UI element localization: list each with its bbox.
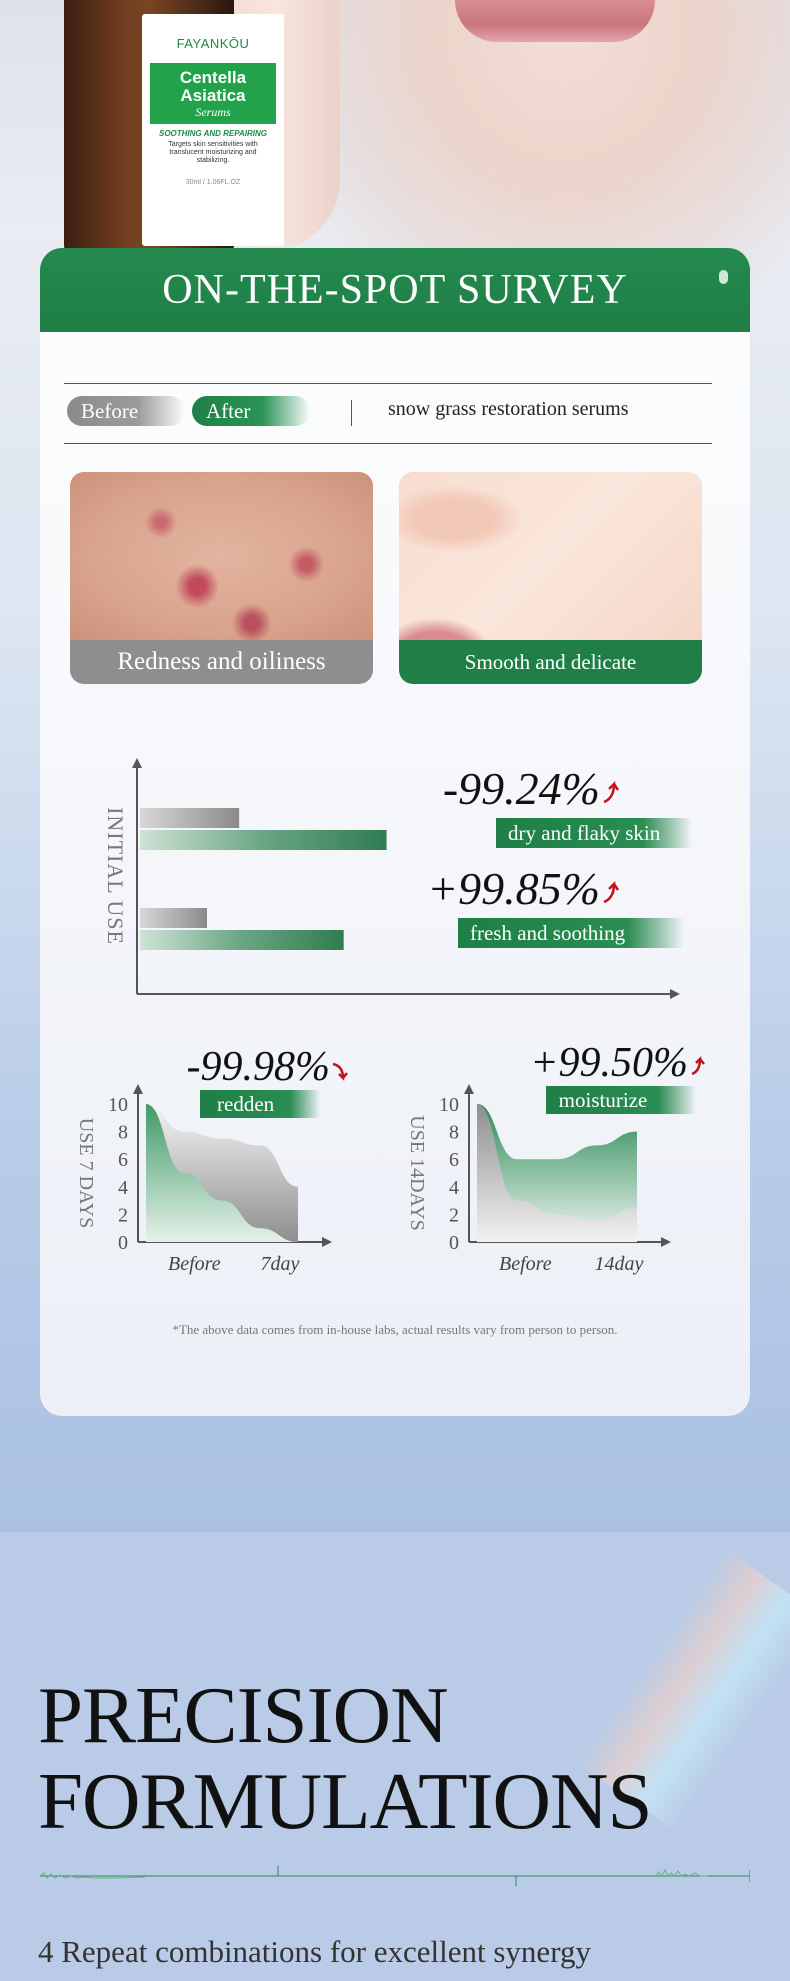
y-tick-label: 8: [118, 1122, 128, 1144]
title-line-1: PRECISION: [38, 1670, 449, 1760]
trend-arrow-icon: [332, 1062, 348, 1082]
initial-use-chart: INITIAL USE -99.24% dry and flaky skin +99.…: [103, 758, 692, 999]
ruler-wave: [655, 1868, 708, 1877]
ruler-wave: [40, 1872, 146, 1879]
divider-top: [64, 383, 712, 384]
y-axis-arrow-icon: [132, 758, 142, 768]
bar-before: [140, 908, 207, 928]
series-area-2: [146, 1104, 298, 1242]
y-axis-label: INITIAL USE: [103, 807, 128, 945]
disclaimer: *The above data comes from in-house labs…: [172, 1322, 618, 1337]
before-caption: Redness and oiliness: [70, 640, 373, 684]
bar-after: [140, 830, 387, 850]
model-lips: [455, 0, 655, 42]
decorative-ruler: [40, 1866, 750, 1886]
x-tick-label: 7day: [261, 1253, 300, 1275]
before-pill: Before: [67, 396, 185, 426]
y-axis-arrow-icon: [133, 1084, 143, 1094]
survey-title: ON-THE-SPOT SURVEY: [162, 267, 628, 313]
product-label: snow grass restoration serums: [388, 398, 629, 420]
stat-label: redden: [217, 1092, 275, 1116]
after-caption: Smooth and delicate: [399, 640, 702, 684]
stat-label: fresh and soothing: [470, 921, 626, 945]
x-axis-arrow-icon: [670, 989, 680, 999]
stat-label: moisturize: [559, 1088, 648, 1112]
y-tick-label: 4: [118, 1177, 128, 1199]
bar-before: [140, 808, 240, 828]
after-photo: Smooth and delicate: [399, 472, 702, 684]
label-separator: [351, 400, 352, 426]
stat-value: -99.98%: [187, 1044, 330, 1090]
product-volume: 30ml / 1.06FL.OZ: [185, 179, 241, 186]
y-axis-label: USE 7 DAYS: [75, 1118, 97, 1228]
after-pill: After: [192, 396, 310, 426]
y-tick-label: 8: [449, 1122, 459, 1144]
brand-name: FAYANKŌU: [176, 36, 250, 51]
y-axis-arrow-icon: [464, 1084, 474, 1094]
y-axis-label: USE 14DAYS: [406, 1115, 428, 1230]
x-axis-arrow-icon: [661, 1237, 671, 1247]
y-tick-label: 0: [118, 1232, 128, 1254]
y-tick-label: 10: [439, 1094, 459, 1116]
survey-card: ON-THE-SPOT SURVEY Before After snow gra…: [40, 248, 750, 1416]
before-photo: Redness and oiliness: [70, 472, 373, 684]
stat-tag: [458, 918, 684, 948]
before-skin-image: [70, 472, 373, 640]
y-tick-label: 6: [449, 1149, 459, 1171]
product-description: Targets skin sensitivities with transluc…: [168, 141, 258, 164]
header-dot-icon: [719, 270, 728, 284]
results-charts: INITIAL USE -99.24% dry and flaky skin +99.…: [75, 758, 705, 1275]
x-axis-arrow-icon: [322, 1237, 332, 1247]
x-tick-label: Before: [499, 1253, 552, 1275]
label-band: Centella Asiatica Serums: [150, 63, 276, 124]
section-subtitle: 4 Repeat combinations for excellent syne…: [38, 1934, 591, 1969]
series-area-2: [477, 1104, 637, 1242]
y-tick-label: 4: [449, 1177, 459, 1199]
title-line-2: FORMULATIONS: [38, 1756, 653, 1846]
survey-header: ON-THE-SPOT SURVEY: [40, 248, 750, 332]
stat-tag: [496, 818, 692, 848]
y-tick-label: 0: [449, 1232, 459, 1254]
use-7-days-chart: 10 8 6 4 2 0 USE 7 DAYS Before 7day -99.98%redden: [75, 1044, 348, 1275]
y-tick-label: 2: [449, 1204, 459, 1226]
use-14-days-chart: 10 8 6 4 2 0 USE 14DAYS Before 14day +99.50%moist…: [406, 1040, 705, 1275]
section-title: PRECISION FORMULATIONS: [38, 1670, 653, 1846]
stat-value: +99.85%: [427, 863, 600, 914]
y-tick-label: 6: [118, 1149, 128, 1171]
product-tagline: SOOTHING AND REPAIRING: [158, 129, 267, 138]
stat-tag: [546, 1086, 696, 1114]
trend-arrow-icon: [603, 780, 620, 804]
product-name: Centella Asiatica: [179, 68, 247, 105]
product-type: Serums: [195, 105, 231, 119]
trend-arrow-icon: [691, 1055, 705, 1076]
stat-value: +99.50%: [530, 1040, 688, 1086]
product-bottle-image: FAYANKŌU Centella Asiatica Serums SOOTHI…: [64, 0, 284, 270]
after-skin-image: [399, 472, 702, 640]
stat-tag: [200, 1090, 320, 1118]
stat-label: dry and flaky skin: [508, 821, 661, 845]
y-tick-label: 2: [118, 1204, 128, 1226]
divider-bottom: [64, 443, 712, 444]
y-tick-label: 10: [108, 1094, 128, 1116]
trend-arrow-icon: [603, 880, 620, 904]
stat-value: -99.24%: [443, 763, 600, 814]
bottle-label: FAYANKŌU Centella Asiatica Serums SOOTHI…: [142, 14, 284, 246]
x-tick-label: Before: [168, 1253, 221, 1275]
x-tick-label: 14day: [595, 1253, 644, 1275]
bar-after: [140, 930, 344, 950]
